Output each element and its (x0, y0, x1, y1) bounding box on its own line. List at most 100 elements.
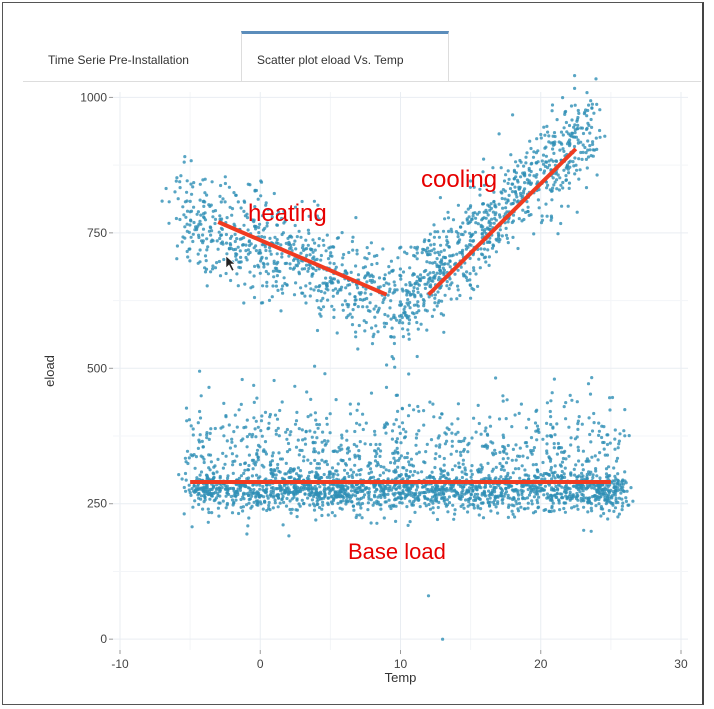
scatter-point (407, 314, 411, 318)
scatter-point (510, 509, 514, 513)
scatter-point (180, 240, 184, 244)
scatter-point (489, 509, 493, 513)
scatter-point (389, 259, 393, 263)
scatter-point (529, 489, 534, 493)
scatter-point (185, 449, 190, 453)
tab-scatter-plot[interactable]: Scatter plot eload Vs. Temp (241, 31, 449, 81)
scatter-point (415, 432, 419, 436)
scatter-point (408, 306, 412, 310)
scatter-point (446, 262, 450, 266)
scatter-point (358, 297, 362, 302)
scatter-point (530, 502, 534, 506)
scatter-point (217, 259, 221, 264)
scatter-point (345, 316, 349, 320)
scatter-point (462, 506, 466, 510)
scatter-point (313, 458, 317, 462)
scatter-point (471, 214, 475, 218)
scatter-point (438, 467, 443, 471)
scatter-point (515, 502, 519, 506)
scatter-point (237, 260, 241, 264)
tab-time-serie[interactable]: Time Serie Pre-Installation (48, 53, 189, 67)
scatter-point (287, 534, 291, 538)
scatter-point (329, 278, 333, 282)
scatter-point (393, 288, 397, 292)
scatter-point (271, 269, 275, 273)
scatter-point (233, 491, 237, 496)
scatter-point (356, 347, 360, 351)
scatter-point (271, 451, 275, 455)
scatter-point (593, 454, 597, 458)
scatter-point (345, 451, 350, 455)
scatter-point (207, 385, 211, 389)
scatter-point (326, 257, 331, 261)
scatter-point (197, 440, 202, 444)
scatter-point (217, 230, 221, 234)
scatter-point (488, 224, 492, 228)
scatter-point (447, 488, 451, 492)
scatter-point (309, 397, 313, 401)
scatter-point (185, 222, 189, 226)
scatter-point (577, 459, 581, 463)
scatter-point (540, 214, 544, 218)
scatter-point (387, 469, 391, 473)
scatter-point (527, 213, 531, 217)
scatter-point (201, 241, 205, 245)
scatter-point (259, 180, 264, 184)
scatter-point (277, 434, 281, 438)
scatter-point (553, 470, 557, 474)
scatter-point (392, 335, 396, 339)
scatter-point (223, 462, 227, 466)
scatter-point (443, 442, 447, 446)
scatter-point (434, 452, 438, 456)
scatter-point (526, 205, 530, 209)
scatter-point (460, 492, 464, 496)
scatter-point (432, 415, 436, 419)
scatter-point (413, 493, 417, 497)
scatter-point (246, 524, 250, 528)
scatter-point (598, 135, 602, 139)
scatter-point (334, 265, 338, 269)
scatter-point (220, 217, 224, 221)
scatter-point (255, 448, 260, 452)
scatter-point (397, 491, 401, 495)
scatter-point (366, 501, 370, 505)
scatter-point (285, 283, 289, 287)
scatter-point (198, 198, 202, 202)
scatter-point (473, 230, 478, 234)
scatter-point (433, 293, 437, 297)
scatter-point (326, 486, 330, 490)
scatter-point (407, 474, 411, 479)
scatter-point (408, 281, 412, 285)
scatter-point (533, 474, 537, 478)
scatter-point (252, 295, 257, 300)
scatter-point (461, 462, 465, 466)
scatter-point (248, 432, 252, 436)
scatter-point (355, 444, 359, 448)
scatter-point (393, 283, 397, 287)
scatter-point (621, 489, 626, 493)
scatter-point (463, 466, 467, 470)
scatter-point (569, 436, 573, 440)
scatter-point (299, 251, 303, 255)
scatter-point (506, 456, 510, 460)
scatter-point (449, 487, 453, 491)
scatter-point (408, 499, 412, 503)
scatter-point (413, 498, 417, 502)
scatter-point (252, 383, 256, 387)
scatter-point (206, 245, 210, 249)
scatter-point (269, 489, 273, 494)
scatter-point (450, 431, 454, 435)
scatter-point (550, 189, 554, 193)
scatter-point (230, 511, 235, 515)
scatter-point (385, 363, 389, 367)
scatter-point (401, 321, 405, 325)
scatter-point (387, 271, 391, 275)
scatter-point (413, 315, 417, 319)
scatter-point (572, 467, 576, 471)
scatter-point (348, 312, 352, 316)
scatter-point (568, 490, 572, 494)
scatter-point (290, 497, 294, 501)
scatter-point (494, 205, 498, 209)
scatter-point (386, 492, 390, 496)
scatter-point (502, 179, 507, 183)
